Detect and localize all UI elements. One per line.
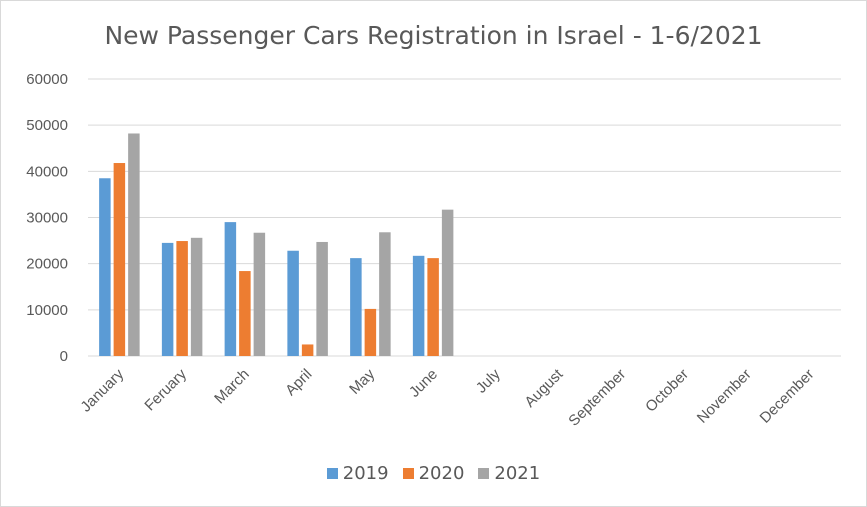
legend-swatch (402, 468, 414, 479)
bar-2020-may (364, 308, 377, 356)
bar-2020-march (239, 271, 251, 356)
y-tick-label: 60000 (26, 71, 68, 88)
bar-2019-june (412, 255, 425, 356)
x-axis: January Feruary March April May June July Augus… (77, 365, 817, 429)
x-tick-label: April (282, 366, 315, 399)
bar-2021-april (316, 241, 328, 356)
y-tick-label: 40000 (26, 163, 68, 180)
bar-2021-march (253, 232, 266, 356)
x-tick-label: June (406, 366, 441, 401)
bar-2019-march (224, 222, 237, 356)
bars (99, 133, 454, 356)
legend-swatch (326, 468, 338, 479)
bar-2020-january (113, 163, 126, 356)
bar-2020-june (427, 258, 439, 356)
x-tick-label: December (756, 366, 817, 427)
bar-2020-feruary (176, 241, 188, 356)
y-tick-label: 10000 (26, 302, 68, 319)
bar-2019-january (99, 178, 111, 356)
y-axis: 0 10000 20000 30000 40000 50000 60000 (26, 71, 68, 365)
bar-2019-feruary (161, 242, 174, 356)
chart-title: New Passenger Cars Registration in Israe… (104, 21, 763, 50)
bar-2020-april (301, 344, 314, 356)
bar-2019-april (287, 250, 299, 356)
legend-label: 2019 (342, 463, 389, 484)
x-tick-label: August (521, 365, 567, 411)
legend-item-2020: 2020 (402, 463, 465, 484)
legend-label: 2020 (418, 463, 465, 484)
bar-2021-june (441, 209, 454, 356)
bar-2021-may (379, 232, 391, 356)
bar-2019-may (350, 258, 362, 356)
x-tick-label: March (211, 366, 252, 407)
bar-2021-january (128, 133, 140, 356)
legend-item-2019: 2019 (326, 463, 389, 484)
legend-swatch (478, 468, 490, 479)
y-tick-label: 0 (60, 348, 68, 365)
legend-item-2021: 2021 (478, 463, 540, 484)
x-tick-label: September (565, 366, 629, 430)
legend-label: 2021 (494, 463, 541, 484)
y-tick-label: 50000 (26, 117, 68, 134)
x-tick-label: Feruary (141, 365, 190, 414)
legend: 2019 2020 2021 (1, 463, 866, 484)
y-tick-label: 20000 (26, 256, 68, 273)
gridlines (88, 78, 841, 357)
bar-2021-feruary (190, 237, 203, 356)
x-tick-label: October (642, 366, 692, 416)
x-tick-label: January (77, 365, 127, 415)
x-tick-label: May (346, 365, 378, 397)
x-tick-label: November (694, 366, 755, 427)
y-tick-label: 30000 (26, 210, 68, 227)
x-tick-label: July (473, 365, 504, 396)
